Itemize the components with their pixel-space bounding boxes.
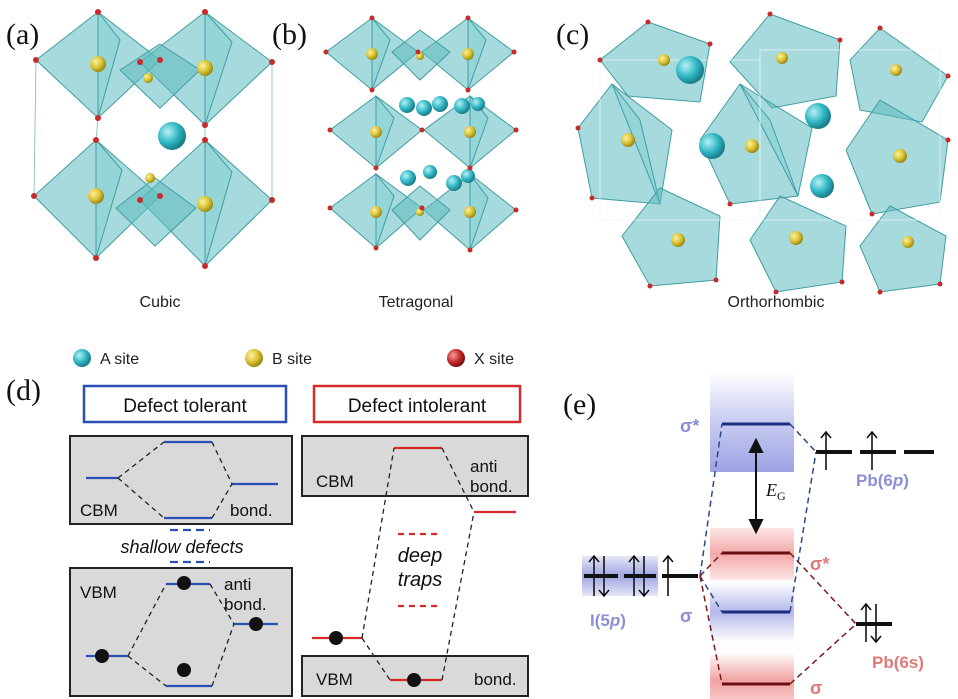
- intolerant-cbm-box: [301, 435, 529, 497]
- tetragonal-structure: [323, 15, 519, 253]
- sigma-star-mid-label: σ*: [810, 554, 829, 574]
- intolerant-cbm-label: CBM: [316, 472, 354, 491]
- tolerant-cbm-box: [69, 435, 293, 525]
- defect-intolerant-title-box: [312, 384, 522, 424]
- panel-label-b: (b): [272, 18, 307, 51]
- traps-label: traps: [398, 569, 442, 591]
- sigma-star-top-label: σ*: [680, 416, 699, 436]
- cubic-structure: [31, 9, 275, 269]
- energy-level-diagram: σ* EG Pb(6p) I(5p) σ σ* Pb(6s) σ: [582, 372, 934, 699]
- panel-label-e: (e): [563, 388, 596, 421]
- defect-tolerant-diagram: Defect tolerant CBM bond. VBM anti bond.: [68, 384, 296, 697]
- eg-label: EG: [765, 480, 786, 503]
- sigma-bottom-band: [710, 652, 794, 699]
- sigma-left-label: σ: [680, 606, 692, 626]
- a-site-label: A site: [100, 351, 139, 368]
- tolerant-vbm-label: VBM: [80, 583, 117, 602]
- intolerant-anti-label: anti: [470, 457, 497, 476]
- tolerant-anti-label: anti: [224, 575, 251, 594]
- i5p-label: I(5p): [590, 611, 626, 630]
- label-cubic: Cubic: [140, 294, 181, 311]
- intolerant-vbm-label: VBM: [316, 670, 353, 689]
- sigma-bottom-label: σ: [810, 678, 822, 698]
- a-site-swatch: [73, 349, 91, 367]
- x-site-swatch: [447, 349, 465, 367]
- panel-label-a: (a): [6, 18, 39, 51]
- sigma-star-top-band: [710, 372, 794, 472]
- intolerant-anti-bond-label: bond.: [470, 477, 513, 496]
- defect-intolerant-diagram: Defect intolerant CBM anti bond. VBM bon…: [301, 384, 529, 697]
- site-legend: A site B site X site: [73, 349, 514, 368]
- defect-intolerant-title: Defect intolerant: [348, 396, 487, 417]
- intolerant-bond-label: bond.: [474, 670, 517, 689]
- tolerant-cbm-label: CBM: [80, 501, 118, 520]
- defect-tolerant-title-box: [82, 384, 288, 424]
- pb6p-label: Pb(6p): [856, 471, 909, 490]
- x-site-label: X site: [474, 351, 514, 368]
- tolerant-anti-bond-label: bond.: [224, 595, 267, 614]
- panel-label-c: (c): [556, 18, 589, 51]
- panel-label-d: (d): [6, 374, 41, 407]
- label-tetragonal: Tetragonal: [379, 294, 454, 311]
- deep-label: deep: [398, 545, 443, 567]
- orthorhombic-structure: [575, 11, 951, 295]
- tolerant-bond-label: bond.: [230, 501, 273, 520]
- b-site-swatch: [245, 349, 263, 367]
- pb6s-label: Pb(6s): [872, 653, 924, 672]
- defect-tolerant-title: Defect tolerant: [123, 396, 247, 417]
- b-site-label: B site: [272, 351, 312, 368]
- label-orthorhombic: Orthorhombic: [728, 294, 825, 311]
- shallow-defects-label: shallow defects: [120, 537, 243, 557]
